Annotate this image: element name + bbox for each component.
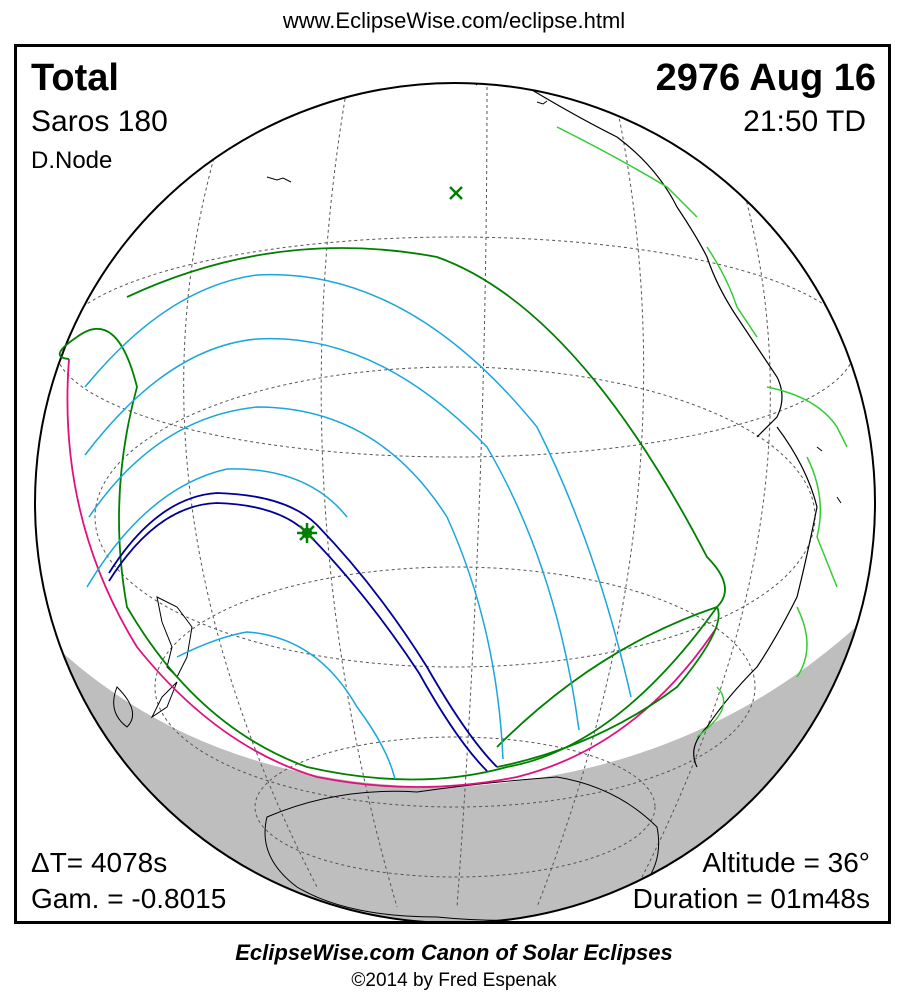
- site-url[interactable]: www.EclipseWise.com/eclipse.html: [282, 8, 626, 33]
- map-frame: Total 2976 Aug 16 Saros 180 21:50 TD D.N…: [14, 44, 891, 924]
- rise-set-curve: [66, 358, 718, 788]
- north-america-coast: [526, 86, 783, 438]
- altitude: Altitude = 36°: [702, 847, 870, 878]
- globe-map: [34, 82, 876, 921]
- node-label: D.Node: [31, 147, 113, 174]
- partial-eclipse-lines: [84, 273, 632, 780]
- saros-label: Saros 180: [31, 105, 168, 138]
- duration: Duration = 01m48s: [632, 883, 870, 914]
- canon-title: EclipseWise.com Canon of Solar Eclipses: [235, 940, 673, 965]
- copyright: ©2014 by Fred Espenak: [351, 970, 557, 991]
- subsolar-point-cross: [449, 186, 463, 200]
- country-borders: [556, 126, 848, 738]
- penumbra-limit: [76, 247, 726, 781]
- greatest-eclipse-star: [297, 523, 317, 543]
- south-america-coast: [693, 426, 818, 768]
- globe-border: [34, 82, 876, 921]
- delta-t: ΔT= 4078s: [31, 847, 168, 878]
- eclipse-type: Total: [31, 57, 119, 99]
- eclipse-date: 2976 Aug 16: [655, 57, 876, 99]
- night-shade: [35, 587, 875, 921]
- eclipse-time: 21:50 TD: [743, 105, 866, 138]
- penumbra-loop: [58, 336, 720, 768]
- earth-disk: [35, 83, 875, 921]
- gamma: Gam. = -0.8015: [31, 883, 227, 914]
- tasmania-coast: [113, 686, 134, 728]
